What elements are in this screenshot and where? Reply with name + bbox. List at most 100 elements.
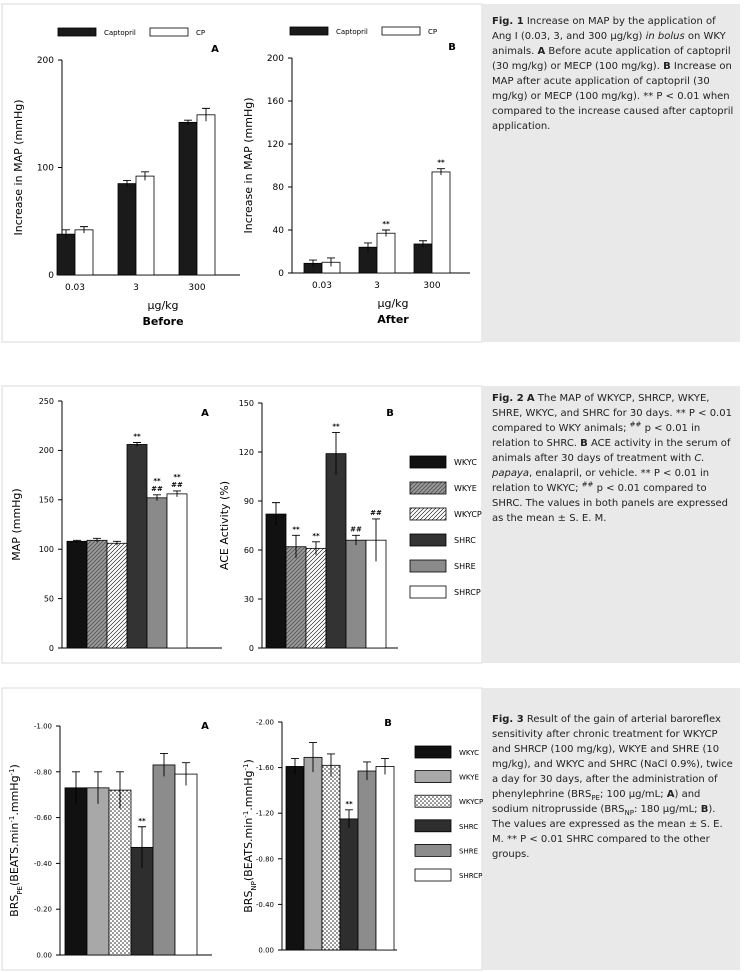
bar [376, 232, 396, 274]
significance-mark: ** [437, 159, 445, 167]
significance-mark: ## [151, 485, 163, 493]
caption-text: Result of the gain of arterial barorefle… [492, 714, 733, 800]
y-tick-label: 200 [37, 56, 54, 66]
error-bar [272, 502, 280, 526]
bar [285, 546, 307, 649]
x-tick-label: 3 [374, 281, 380, 291]
error-bar [292, 534, 300, 559]
y-axis-label-part: -1 [242, 764, 250, 771]
error-bar [123, 179, 131, 187]
error-bar [80, 226, 88, 234]
legend-label: WKYC [459, 749, 479, 757]
legend-swatch [414, 819, 452, 833]
legend-swatch [409, 455, 447, 469]
error-bar [93, 537, 101, 543]
caption-text: Fig. 2 [492, 393, 524, 404]
y-axis-label-part: (BEATS.min [8, 823, 21, 886]
y-tick-label: 0 [48, 271, 54, 281]
y-axis-label: BRSPE(BEATS.min-1.mmHg-1) [8, 764, 24, 917]
y-tick-label: -0.80 [256, 855, 274, 863]
bar [86, 539, 108, 649]
legend-swatch [409, 507, 447, 521]
y-axis-label: Increase in MAP (mmHg) [12, 100, 25, 236]
y-axis-label-part: -1 [8, 768, 16, 775]
bar [126, 444, 148, 649]
legend-swatch [409, 559, 447, 573]
error-bar [94, 771, 102, 804]
bar [413, 243, 433, 274]
panel-label: B [386, 408, 394, 419]
x-tick-label: 300 [423, 281, 440, 291]
bar [303, 756, 323, 951]
legend-swatch [409, 533, 447, 547]
y-tick-label: -1.20 [256, 810, 274, 818]
significance-mark: ** [292, 525, 300, 533]
legend-label: SHRE [454, 562, 476, 571]
caption-text: Fig. 3 [492, 714, 524, 725]
bar [431, 171, 451, 274]
y-tick-label: 0.00 [36, 951, 52, 959]
error-bar [116, 771, 124, 809]
x-tick-label: 0.03 [65, 283, 85, 293]
legend-label: WKYCP [459, 798, 483, 806]
bar [345, 539, 367, 649]
caption-text: ## [581, 480, 594, 489]
legend-label: WKYCP [454, 510, 482, 519]
caption-panel [482, 688, 740, 970]
caption-text: on WKY animals. [492, 31, 726, 57]
y-axis-label-part: (BEATS.min [242, 818, 255, 881]
caption-text: A [526, 393, 535, 404]
caption-text: Increase on MAP by the application of An… [492, 16, 716, 42]
bar [56, 233, 76, 276]
error-bar [437, 168, 445, 176]
panel-label: B [384, 718, 392, 729]
error-bar [73, 539, 81, 543]
y-axis-label: BRSNP(BEATS.min-1.mmHg-1) [242, 759, 258, 913]
caption-text: Before acute application of captopril (3… [492, 46, 731, 72]
x-axis-label: µg/kg [147, 299, 178, 312]
significance-mark: ## [370, 509, 382, 517]
caption: Fig. 3 Result of the gain of arterial ba… [492, 712, 736, 862]
caption-text: Fig. 1 [492, 16, 524, 27]
figure-panel [1, 3, 483, 343]
error-bar [332, 431, 340, 475]
error-bar [327, 257, 335, 267]
y-tick-label: 90 [244, 497, 254, 506]
legend-label: SHRC [459, 823, 478, 831]
error-bar [291, 758, 299, 775]
error-bar [363, 761, 371, 781]
caption-text: PE [591, 794, 600, 802]
error-bar [327, 753, 335, 777]
bar [152, 764, 176, 956]
bar [375, 766, 395, 951]
legend-label: Captopril [336, 28, 368, 36]
error-bar [202, 107, 210, 122]
bar [339, 818, 359, 951]
y-tick-label: -0.80 [34, 768, 52, 776]
legend-swatch [289, 26, 329, 36]
caption-text: ACE activity in the serum of animals aft… [492, 438, 731, 464]
y-tick-label: 250 [39, 397, 54, 406]
error-bar [419, 240, 427, 248]
error-bar [312, 541, 320, 555]
y-tick-label: 100 [39, 545, 54, 554]
error-bar [141, 171, 149, 181]
legend-swatch [409, 481, 447, 495]
y-tick-label: 0 [249, 644, 254, 653]
caption-text: C. papaya [492, 453, 705, 479]
x-tick-label: 0.03 [312, 281, 332, 291]
x-axis-note: After [377, 313, 409, 326]
caption-text: Increase on MAP after acute application … [492, 61, 734, 132]
caption-text: NP [624, 809, 634, 817]
caption-text: , enalapril, or vehicle. ** P < 0.01 in … [492, 468, 710, 494]
x-axis-note: Before [142, 315, 183, 328]
panel-label: A [201, 408, 209, 419]
caption: Fig. 1 Increase on MAP by the applicatio… [492, 14, 736, 134]
significance-mark: ** [382, 220, 390, 228]
y-axis-label-part: BRS [8, 895, 21, 917]
panel-label: B [448, 42, 456, 53]
caption-text: : 180 µg/mL; [633, 804, 701, 815]
error-bar [345, 809, 353, 829]
error-bar [173, 490, 181, 497]
legend-swatch [414, 844, 452, 857]
